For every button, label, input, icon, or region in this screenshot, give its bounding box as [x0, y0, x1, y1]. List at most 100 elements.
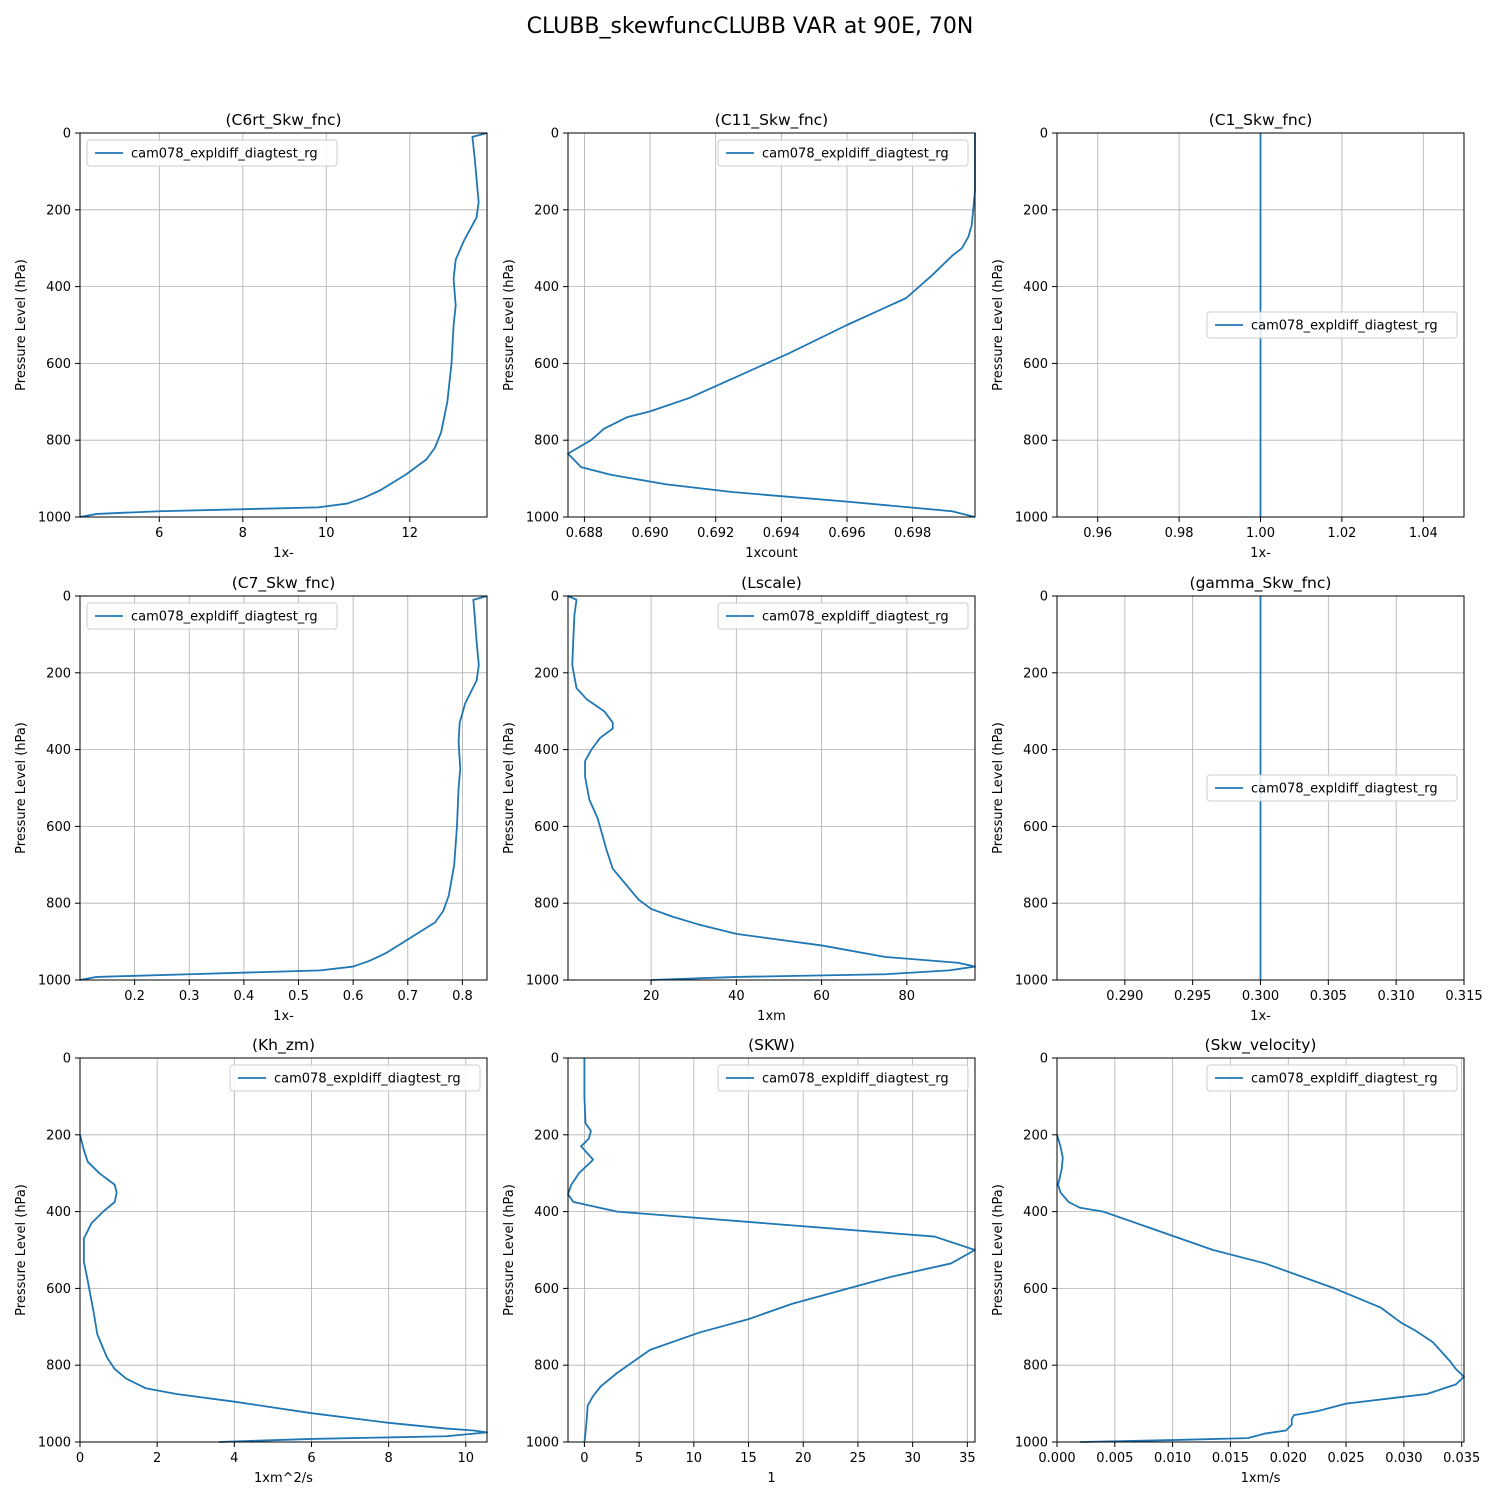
x-tick-label: 0.000 [1038, 1451, 1075, 1466]
x-tick-label: 6 [155, 526, 163, 541]
legend-label: cam078_expldiff_diagtest_rg [274, 1072, 461, 1087]
y-tick-label: 400 [534, 743, 559, 758]
x-tick-label: 0.030 [1385, 1451, 1422, 1466]
subplot-2: 0.688 0.690 0.692 0.694 0.696 0.698 0 200 400 600… [502, 111, 976, 561]
y-tick-label: 200 [46, 203, 71, 218]
y-tick-label: 400 [534, 280, 559, 295]
y-tick-label: 600 [1023, 357, 1048, 372]
y-tick-label: 600 [534, 1282, 559, 1297]
legend-label: cam078_expldiff_diagtest_rg [762, 1072, 949, 1087]
series-line [567, 595, 976, 981]
x-tick-label: 1.04 [1409, 526, 1438, 541]
y-tick-label: 1000 [1015, 974, 1048, 989]
x-tick-label: 0.035 [1443, 1451, 1480, 1466]
axes-frame [1056, 1057, 1465, 1443]
x-tick-label: 80 [899, 989, 916, 1004]
y-tick-label: 800 [534, 897, 559, 912]
legend-box [1206, 774, 1458, 802]
x-tick-label: 0 [580, 1451, 588, 1466]
x-tick-label: 0.300 [1242, 989, 1279, 1004]
subplot-title: (Lscale) [741, 574, 802, 592]
x-axis-label: 1xcount [745, 546, 797, 561]
subplot-title: (Skw_velocity) [1205, 1036, 1317, 1055]
x-axis-label: 1 [767, 1471, 775, 1486]
y-tick-label: 0 [63, 1052, 71, 1067]
x-tick-label: 0.4 [234, 989, 255, 1004]
y-tick-label: 800 [1023, 897, 1048, 912]
legend: cam078_expldiff_diagtest_rg [717, 139, 969, 167]
x-tick-label: 2 [153, 1451, 161, 1466]
y-tick-label: 400 [46, 280, 71, 295]
y-tick-label: 800 [46, 897, 71, 912]
legend-label: cam078_expldiff_diagtest_rg [762, 610, 949, 625]
y-tick-label: 600 [534, 820, 559, 835]
series-line [79, 132, 488, 518]
y-tick-label: 200 [1023, 666, 1048, 681]
y-tick-label: 1000 [526, 974, 559, 989]
y-tick-label: 200 [1023, 203, 1048, 218]
x-axis-label: 1x- [1250, 1009, 1271, 1024]
subplot-6: 0.290 0.295 0.300 0.305 0.310 0.315 0 200 400 600… [991, 574, 1483, 1024]
x-tick-label: 0.6 [343, 989, 364, 1004]
y-axis-label: Pressure Level (hPa) [502, 259, 517, 391]
y-tick-label: 1000 [1015, 511, 1048, 526]
y-tick-label: 200 [534, 1128, 559, 1143]
y-tick-label: 200 [1023, 1128, 1048, 1143]
x-tick-label: 0.7 [397, 989, 418, 1004]
x-tick-label: 35 [959, 1451, 976, 1466]
x-tick-label: 12 [402, 526, 419, 541]
y-axis-label: Pressure Level (hPa) [14, 722, 29, 854]
x-tick-label: 10 [686, 1451, 703, 1466]
x-axis-label: 1x- [273, 546, 294, 561]
series-line [1056, 1134, 1465, 1443]
y-tick-label: 600 [46, 820, 71, 835]
x-tick-label: 30 [904, 1451, 921, 1466]
legend-box [717, 139, 969, 167]
axes-frame [567, 1057, 976, 1443]
x-tick-label: 0.692 [697, 526, 734, 541]
subplot-4: 0.2 0.3 0.4 0.5 0.6 0.7 0.8 0 200 400 600 800 1000 (C… [14, 574, 488, 1024]
y-tick-label: 1000 [38, 974, 71, 989]
axes-frame [79, 1057, 488, 1443]
subplot-title: (SKW) [748, 1036, 795, 1054]
x-tick-label: 10 [318, 526, 335, 541]
subplot-3: 0.96 0.98 1.00 1.02 1.04 0 200 400 600 800 1000 (C1… [991, 111, 1465, 561]
axes-frame [567, 132, 976, 518]
x-tick-label: 0 [76, 1451, 84, 1466]
subplot-9: 0.000 0.005 0.010 0.015 0.020 0.025 0.030 0.035… [991, 1036, 1480, 1486]
y-axis-label: Pressure Level (hPa) [991, 722, 1006, 854]
y-tick-label: 400 [1023, 280, 1048, 295]
x-tick-label: 25 [850, 1451, 867, 1466]
y-tick-label: 800 [46, 434, 71, 449]
legend: cam078_expldiff_diagtest_rg [1206, 1064, 1458, 1092]
y-tick-label: 800 [1023, 434, 1048, 449]
x-tick-label: 15 [740, 1451, 757, 1466]
series-line [79, 595, 488, 981]
y-axis-label: Pressure Level (hPa) [991, 1184, 1006, 1316]
subplot-1: 6 8 10 12 0 200 400 600 800 1000 (C6rt_Skw_fnc) 1x-… [14, 111, 488, 561]
legend: cam078_expldiff_diagtest_rg [86, 139, 338, 167]
legend-label: cam078_expldiff_diagtest_rg [131, 610, 318, 625]
subplot-7: 0 2 4 6 8 10 0 200 400 600 800 1000 (Kh_zm) 1xm^2/s Pr… [14, 1036, 488, 1486]
x-axis-label: 1xm [757, 1009, 786, 1024]
x-tick-label: 10 [458, 1451, 475, 1466]
y-tick-label: 0 [1040, 1052, 1048, 1067]
y-tick-label: 600 [46, 357, 71, 372]
x-tick-label: 0.688 [566, 526, 603, 541]
x-tick-label: 0.96 [1083, 526, 1112, 541]
legend-box [1206, 1064, 1458, 1092]
y-tick-label: 800 [46, 1359, 71, 1374]
legend: cam078_expldiff_diagtest_rg [86, 602, 338, 630]
legend-box [1206, 311, 1458, 339]
legend-label: cam078_expldiff_diagtest_rg [1251, 1072, 1438, 1087]
x-tick-label: 0.8 [452, 989, 473, 1004]
x-axis-label: 1x- [273, 1009, 294, 1024]
legend-label: cam078_expldiff_diagtest_rg [1251, 319, 1438, 334]
legend-box [86, 602, 338, 630]
x-tick-label: 0.010 [1154, 1451, 1191, 1466]
y-axis-label: Pressure Level (hPa) [502, 722, 517, 854]
legend-label: cam078_expldiff_diagtest_rg [131, 147, 318, 162]
subplot-title: (gamma_Skw_fnc) [1190, 574, 1332, 593]
x-tick-label: 0.315 [1445, 989, 1482, 1004]
x-tick-label: 0.020 [1270, 1451, 1307, 1466]
